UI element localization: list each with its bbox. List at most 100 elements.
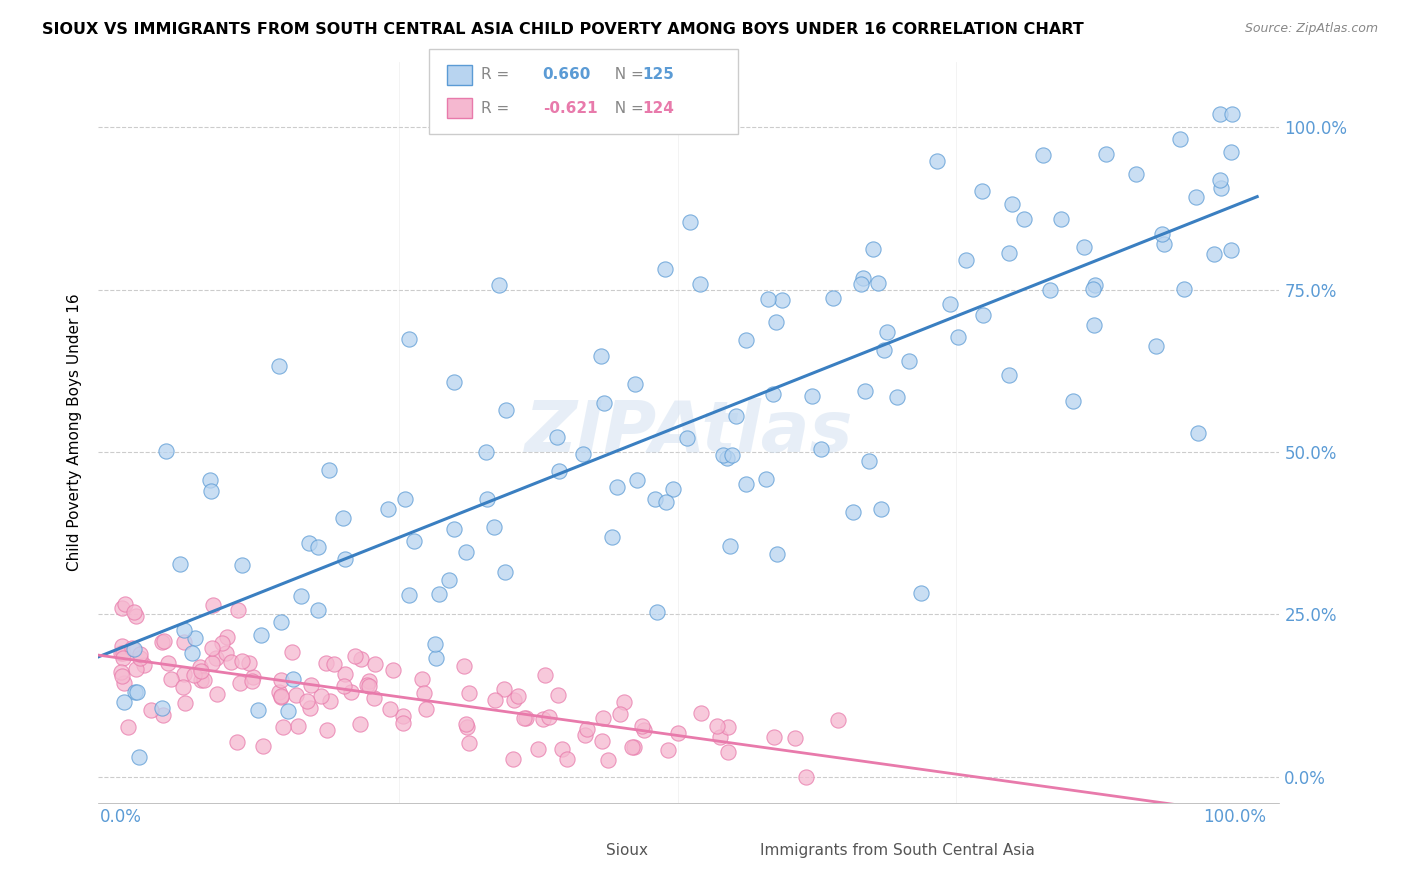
Point <box>842 505 865 519</box>
Point <box>1202 246 1225 260</box>
Point <box>458 685 481 699</box>
Point <box>654 261 676 276</box>
Point <box>297 536 319 550</box>
Point <box>821 291 844 305</box>
Point <box>502 693 524 707</box>
Point <box>1209 181 1232 195</box>
Point <box>299 678 322 692</box>
Point <box>939 296 962 310</box>
Point <box>631 718 654 732</box>
Point <box>623 740 645 755</box>
Point <box>765 315 787 329</box>
Text: Sioux: Sioux <box>606 844 648 858</box>
Point <box>270 673 292 687</box>
Point <box>215 646 238 660</box>
Point <box>201 598 224 612</box>
Point <box>190 664 212 678</box>
Point <box>437 573 460 587</box>
Point <box>271 720 294 734</box>
Point <box>925 154 948 169</box>
Point <box>155 444 177 458</box>
Point <box>598 752 620 766</box>
Point <box>193 673 215 687</box>
Point <box>690 706 713 720</box>
Point <box>513 711 536 725</box>
Point <box>281 645 304 659</box>
Point <box>484 693 506 707</box>
Point <box>425 651 447 665</box>
Text: R =: R = <box>481 67 515 82</box>
Point <box>316 723 339 737</box>
Text: Immigrants from South Central Asia: Immigrants from South Central Asia <box>759 844 1035 858</box>
Point <box>110 601 132 615</box>
Point <box>735 477 758 491</box>
Point <box>295 694 318 708</box>
Point <box>150 700 173 714</box>
Point <box>205 650 228 665</box>
Point <box>340 684 363 698</box>
Point <box>633 723 655 738</box>
Point <box>398 588 420 602</box>
Point <box>333 552 356 566</box>
Point <box>725 409 748 423</box>
Point <box>323 657 346 672</box>
Point <box>150 635 173 649</box>
Point <box>298 700 321 714</box>
Point <box>910 586 932 600</box>
Point <box>734 333 756 347</box>
Point <box>285 688 308 702</box>
Point <box>200 484 222 499</box>
Point <box>124 685 146 699</box>
Point <box>531 712 554 726</box>
Point <box>482 520 505 534</box>
Point <box>252 739 274 753</box>
Point <box>794 770 817 784</box>
Point <box>1173 282 1195 296</box>
Point <box>870 502 893 516</box>
Point <box>111 650 134 665</box>
Point <box>377 502 399 516</box>
Point <box>495 403 517 417</box>
Point <box>970 184 993 198</box>
Point <box>494 565 516 579</box>
Point <box>858 454 880 468</box>
Point <box>226 735 249 749</box>
Point <box>114 598 136 612</box>
Point <box>111 646 134 660</box>
Point <box>591 349 613 363</box>
Point <box>762 386 785 401</box>
Point <box>1220 244 1243 258</box>
Point <box>157 656 180 670</box>
Point <box>112 695 135 709</box>
Point <box>350 651 373 665</box>
Point <box>1150 227 1173 241</box>
Point <box>972 308 994 322</box>
Point <box>592 396 614 410</box>
Point <box>718 539 741 553</box>
Text: 124: 124 <box>643 101 675 116</box>
Point <box>392 709 415 723</box>
Point <box>238 656 260 670</box>
Point <box>231 654 253 668</box>
Point <box>111 639 134 653</box>
Text: Source: ZipAtlas.com: Source: ZipAtlas.com <box>1244 22 1378 36</box>
Point <box>356 678 378 692</box>
Point <box>117 720 139 734</box>
Point <box>852 271 875 285</box>
Point <box>394 492 416 507</box>
Point <box>613 695 636 709</box>
Point <box>456 720 478 734</box>
Point <box>644 492 666 507</box>
Point <box>180 646 202 660</box>
Point <box>717 745 740 759</box>
Point <box>1062 393 1084 408</box>
Point <box>862 242 884 256</box>
Point <box>183 668 205 682</box>
Point <box>1219 145 1241 159</box>
Point <box>183 631 205 645</box>
Point <box>1039 283 1062 297</box>
Point <box>770 293 793 307</box>
Point <box>169 557 191 571</box>
Point <box>515 711 537 725</box>
Point <box>876 325 898 339</box>
